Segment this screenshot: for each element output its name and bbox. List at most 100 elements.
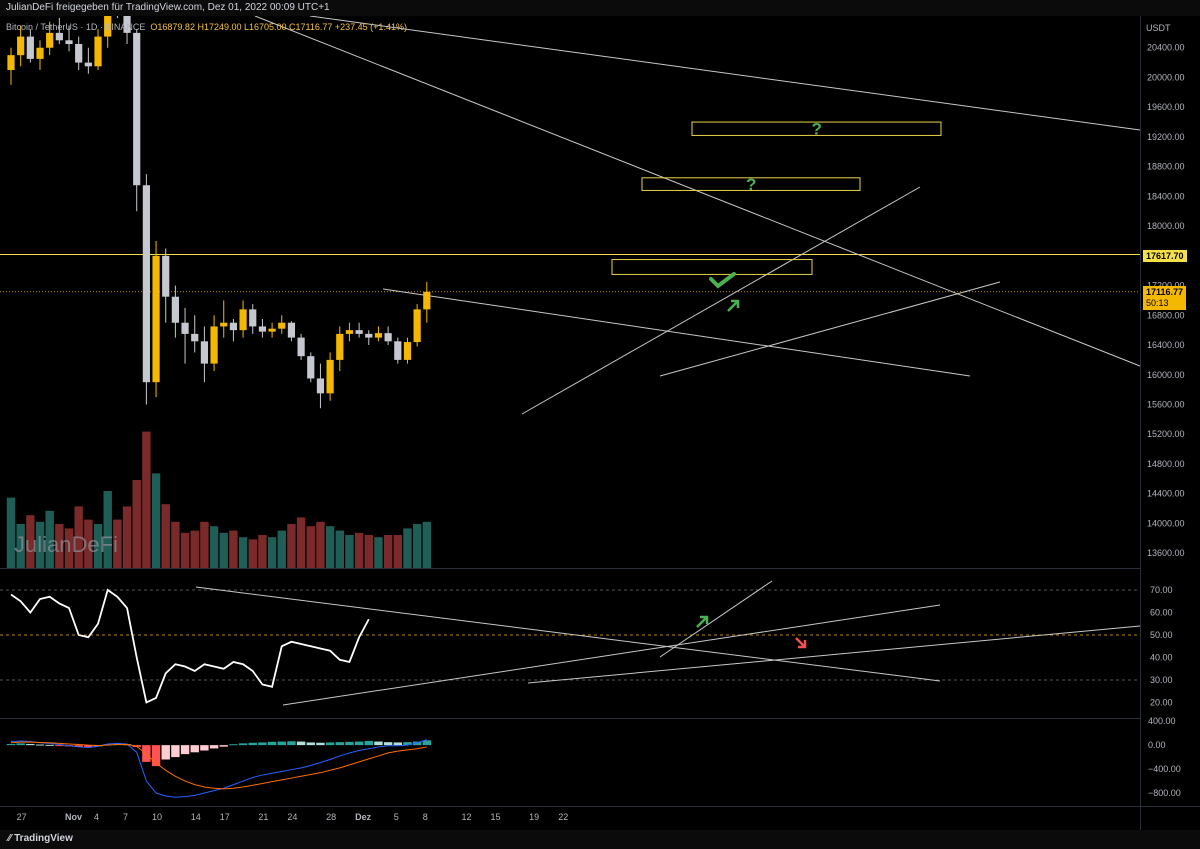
candle-body bbox=[268, 328, 276, 332]
price-tick-label: 19200.00 bbox=[1147, 132, 1185, 142]
macd-histogram-bar bbox=[383, 742, 393, 746]
candle-body bbox=[297, 337, 305, 357]
macd-histogram-bar bbox=[345, 741, 354, 746]
candle-body bbox=[17, 36, 25, 56]
current-price-tag: 17116.77 50:13 bbox=[1143, 286, 1187, 310]
volume-bar bbox=[84, 519, 93, 568]
candle-body bbox=[26, 36, 34, 59]
time-tick-label: 12 bbox=[461, 812, 471, 822]
macd-histogram-bar bbox=[151, 745, 161, 767]
candle-body bbox=[171, 296, 179, 323]
candle-body bbox=[36, 47, 44, 59]
trendline bbox=[659, 281, 1001, 377]
symbol-name[interactable]: Bitcoin / TetherUS · 1D · BINANCE bbox=[6, 22, 146, 32]
checkmark-icon bbox=[709, 272, 736, 289]
trendline bbox=[382, 288, 971, 377]
rsi-tick-label: 20.00 bbox=[1150, 698, 1173, 708]
macd-histogram-bar bbox=[296, 741, 306, 746]
time-tick-label: 21 bbox=[258, 812, 268, 822]
candle-body bbox=[152, 255, 160, 383]
rsi-tick-label: 70.00 bbox=[1150, 585, 1173, 595]
candle-body bbox=[142, 185, 150, 383]
rsi-trendline bbox=[527, 625, 1141, 684]
price-tick-label: 20000.00 bbox=[1147, 72, 1185, 82]
macd-histogram-bar bbox=[412, 741, 422, 746]
macd-histogram-bar bbox=[238, 743, 248, 746]
candle-body bbox=[403, 342, 412, 360]
time-tick-label: 19 bbox=[529, 812, 539, 822]
volume-bar bbox=[142, 431, 151, 568]
volume-bar bbox=[103, 491, 112, 568]
time-tick-label: 14 bbox=[191, 812, 201, 822]
macd-tick-label: 0.00 bbox=[1148, 740, 1166, 750]
author-watermark: JulianDeFi bbox=[14, 532, 118, 557]
candle-body bbox=[181, 322, 189, 334]
macd-histogram-bar bbox=[26, 743, 35, 746]
candle-body bbox=[374, 333, 383, 338]
macd-histogram-bar bbox=[354, 741, 364, 746]
candle-body bbox=[210, 326, 218, 364]
time-tick-label: 15 bbox=[491, 812, 501, 822]
footer-bar: ⁄⁄ TradingView bbox=[0, 830, 1200, 849]
macd-histogram-bar bbox=[335, 742, 344, 746]
volume-bar bbox=[316, 521, 325, 568]
candle-body bbox=[307, 356, 315, 379]
rsi-down-arrow-icon bbox=[795, 637, 807, 649]
volume-bar bbox=[26, 515, 35, 568]
time-tick-label: 5 bbox=[394, 812, 399, 822]
macd-histogram-bar bbox=[180, 745, 190, 755]
candle-body bbox=[355, 330, 363, 334]
candle-body bbox=[345, 330, 354, 334]
tradingview-logo[interactable]: ⁄⁄ TradingView bbox=[8, 833, 73, 844]
volume-bar bbox=[229, 530, 238, 568]
volume-bar bbox=[16, 524, 25, 568]
volume-bar bbox=[403, 528, 412, 568]
share-text: JulianDeFi freigegeben für TradingView.c… bbox=[6, 2, 330, 13]
candle-body bbox=[162, 255, 170, 297]
price-tick-label: 16000.00 bbox=[1147, 370, 1185, 380]
volume-bar bbox=[180, 532, 190, 568]
candle-body bbox=[394, 341, 402, 360]
rsi-up-arrow-icon bbox=[696, 615, 709, 628]
trendline bbox=[309, 15, 1141, 131]
candle-body bbox=[287, 322, 296, 338]
time-tick-label: Nov bbox=[65, 812, 82, 822]
price-tick-label: 18400.00 bbox=[1147, 191, 1185, 201]
volume-bar bbox=[113, 519, 122, 568]
volume-bar bbox=[354, 532, 364, 568]
candle-body bbox=[220, 322, 228, 327]
rsi-tick-label: 30.00 bbox=[1150, 675, 1173, 685]
price-tick-label: 19600.00 bbox=[1147, 102, 1185, 112]
macd-histogram-bar bbox=[316, 742, 325, 746]
rsi-trendline bbox=[282, 604, 941, 706]
candle-body bbox=[75, 44, 83, 63]
volume-bar bbox=[277, 530, 286, 568]
candle-body bbox=[384, 333, 392, 342]
volume-bar bbox=[335, 530, 344, 568]
macd-histogram-bar bbox=[287, 741, 296, 746]
macd-histogram-bar bbox=[45, 744, 54, 746]
macd-histogram-bar bbox=[55, 745, 64, 747]
rsi-tick-label: 50.00 bbox=[1150, 630, 1173, 640]
candle-body bbox=[249, 309, 257, 327]
volume-bar bbox=[248, 539, 257, 568]
volume-bar bbox=[171, 521, 180, 568]
price-tick-label: 20400.00 bbox=[1147, 43, 1185, 53]
candle-body bbox=[326, 359, 334, 394]
candle-body bbox=[65, 40, 73, 45]
macd-histogram-bar bbox=[200, 745, 209, 751]
price-tick-label: 15600.00 bbox=[1147, 399, 1185, 409]
rsi-tick-label: 60.00 bbox=[1150, 608, 1173, 618]
candle-body bbox=[94, 36, 102, 67]
macd-histogram-bar bbox=[74, 745, 83, 747]
target-zone-box bbox=[641, 177, 861, 191]
price-tick-label: 13600.00 bbox=[1147, 548, 1185, 558]
macd-histogram-bar bbox=[84, 745, 93, 748]
share-bar: JulianDeFi freigegeben für TradingView.c… bbox=[0, 0, 1200, 16]
macd-histogram-bar bbox=[171, 745, 180, 758]
candle-body bbox=[365, 333, 373, 338]
macd-histogram-bar bbox=[258, 742, 267, 746]
volume-bar bbox=[209, 526, 219, 568]
candle-body bbox=[200, 341, 208, 364]
